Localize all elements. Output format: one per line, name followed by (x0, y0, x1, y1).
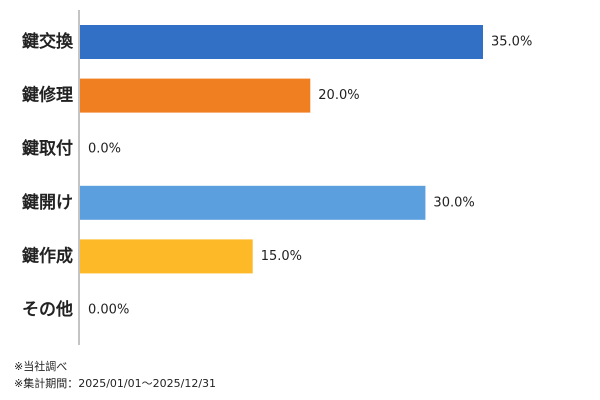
value-label-5: 15.0% (261, 249, 302, 264)
bar-5 (80, 239, 253, 274)
value-label-4: 30.0% (433, 195, 474, 210)
bar-1 (80, 25, 483, 59)
category-label-6: その他 (22, 299, 73, 320)
value-label-1: 35.0% (491, 35, 532, 50)
bar-4 (80, 185, 426, 220)
category-label-4: 鍵開け (22, 192, 73, 213)
category-label-1: 鍵交換 (22, 31, 74, 52)
bar-2 (80, 78, 311, 113)
category-label-2: 鍵修理 (22, 85, 73, 106)
value-label-3: 0.0% (88, 142, 121, 157)
period-note: ※集計期間：2025/01/01～2025/12/31 (14, 377, 217, 390)
bars-group (80, 25, 483, 274)
value-label-2: 20.0% (318, 88, 359, 103)
value-label-6: 0.00% (88, 303, 129, 318)
category-label-3: 鍵取付 (22, 138, 73, 159)
source-note: ※当社調べ (14, 360, 68, 373)
category-label-5: 鍵作成 (22, 245, 73, 266)
labels-group: 鍵交換 35.0% 鍵修理 20.0% 鍵取付 0.0% 鍵開け 30.0% 鍵作成 15.0% そ… (22, 31, 532, 320)
